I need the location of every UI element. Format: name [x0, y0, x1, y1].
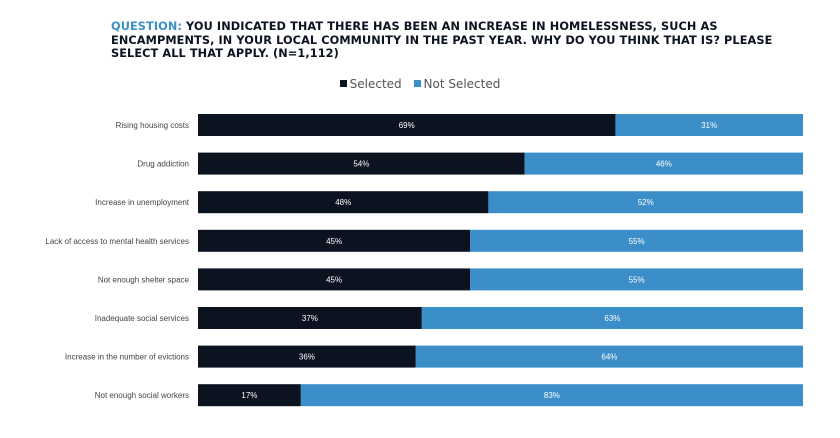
bar-selected [198, 152, 525, 175]
data-label-not-selected: 52% [638, 198, 654, 207]
bar-not-selected [488, 191, 803, 214]
bar-not-selected [470, 229, 803, 252]
category-label: Lack of access to mental health services [45, 237, 189, 246]
data-label-not-selected: 64% [601, 353, 617, 362]
category-label: Drug addiction [137, 160, 189, 169]
data-label-selected: 69% [399, 121, 415, 130]
category-label: Increase in unemployment [95, 198, 190, 207]
data-label-not-selected: 55% [629, 275, 645, 284]
category-label: Inadequate social services [95, 314, 189, 323]
data-label-selected: 17% [241, 391, 257, 400]
data-label-not-selected: 63% [604, 314, 620, 323]
data-label-not-selected: 83% [544, 391, 560, 400]
bar-selected [198, 384, 301, 407]
bar-not-selected [415, 345, 803, 368]
category-label: Not enough shelter space [98, 275, 190, 284]
data-label-selected: 48% [335, 198, 351, 207]
legend-label-not-selected: Not Selected [423, 76, 501, 91]
bar-selected [198, 345, 416, 368]
bar-not-selected [524, 152, 803, 175]
data-label-selected: 37% [302, 314, 318, 323]
question-prefix: QUESTION: [111, 20, 183, 33]
category-label: Increase in the number of evictions [65, 353, 189, 362]
bar-not-selected [300, 384, 803, 407]
data-label-not-selected: 55% [629, 237, 645, 246]
category-label: Not enough social workers [95, 391, 189, 400]
legend-label-selected: Selected [349, 76, 402, 91]
category-label: Rising housing costs [116, 121, 189, 130]
data-label-not-selected: 31% [701, 121, 717, 130]
chart-title: QUESTION: YOU INDICATED THAT THERE HAS B… [111, 20, 811, 61]
bar-selected [198, 268, 471, 291]
data-label-selected: 45% [326, 237, 342, 246]
bar-not-selected [615, 114, 803, 136]
bar-selected [198, 191, 489, 214]
legend: Selected Not Selected [0, 76, 840, 91]
legend-item-not-selected: Not Selected [413, 76, 501, 91]
data-label-selected: 45% [326, 275, 342, 284]
legend-item-selected: Selected [339, 76, 402, 91]
legend-swatch-selected [339, 80, 347, 87]
data-label-not-selected: 46% [656, 160, 672, 169]
bar-selected [198, 229, 471, 252]
legend-swatch-not-selected [413, 80, 421, 87]
bar-not-selected [470, 268, 803, 291]
question-text: YOU INDICATED THAT THERE HAS BEEN AN INC… [111, 20, 773, 60]
bar-not-selected [421, 307, 803, 329]
bar-selected [198, 114, 616, 136]
data-label-selected: 54% [353, 160, 369, 169]
bar-selected [198, 307, 422, 329]
data-label-selected: 36% [299, 353, 315, 362]
